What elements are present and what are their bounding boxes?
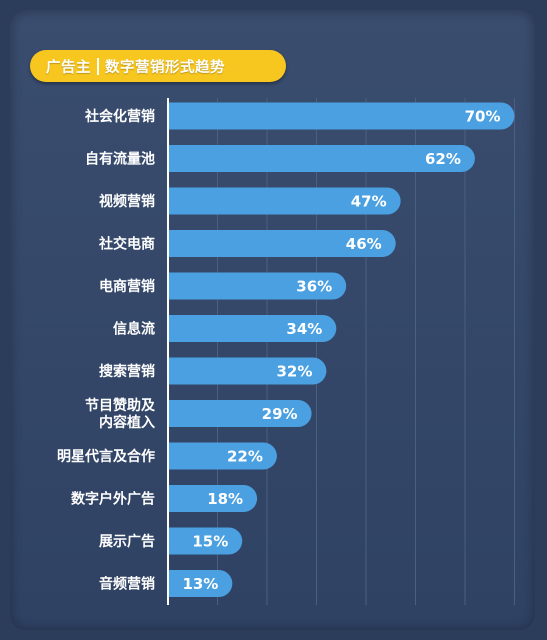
- title-separator: [97, 57, 99, 75]
- bar: [168, 357, 327, 385]
- bar: [168, 230, 396, 257]
- value-label: 13%: [182, 575, 218, 593]
- category-label: 搜索营销: [99, 363, 155, 380]
- bar: [168, 527, 243, 555]
- value-label: 15%: [192, 533, 228, 551]
- category-label: 社交电商: [98, 236, 155, 253]
- bar: [168, 272, 347, 300]
- value-label: 70%: [465, 108, 501, 126]
- category-label: 信息流: [113, 321, 155, 338]
- chart-title: 广告主 数字营销形式趋势: [30, 50, 286, 82]
- category-label: 数字户外广告: [71, 491, 155, 508]
- bar: [168, 315, 337, 342]
- category-label: 展示广告: [99, 533, 155, 550]
- value-label: 18%: [207, 490, 243, 508]
- category-label: 明星代言及合作: [57, 448, 155, 465]
- chart-title-part1: 广告主: [46, 59, 91, 76]
- bar: [168, 485, 258, 512]
- category-label: 节目赞助及: [85, 397, 156, 414]
- value-label: 29%: [262, 405, 298, 423]
- value-label: 22%: [227, 448, 263, 466]
- value-label: 47%: [351, 193, 387, 211]
- category-label: 电商营销: [99, 278, 155, 295]
- bar: [168, 102, 515, 130]
- bar: [168, 145, 475, 172]
- value-label: 34%: [286, 320, 322, 338]
- bar: [168, 442, 277, 470]
- category-label: 音频营销: [99, 576, 155, 593]
- value-label: 62%: [425, 150, 461, 168]
- chart-title-part2: 数字营销形式趋势: [105, 59, 225, 76]
- bar: [168, 570, 233, 597]
- category-label: 内容植入: [99, 414, 155, 431]
- bar: [168, 400, 312, 427]
- value-label: 36%: [296, 278, 332, 296]
- value-label: 46%: [346, 235, 382, 253]
- category-label: 自有流量池: [85, 151, 155, 168]
- category-label: 社会化营销: [84, 108, 155, 125]
- category-label: 视频营销: [99, 193, 155, 210]
- value-label: 32%: [276, 363, 312, 381]
- bar: [168, 187, 401, 215]
